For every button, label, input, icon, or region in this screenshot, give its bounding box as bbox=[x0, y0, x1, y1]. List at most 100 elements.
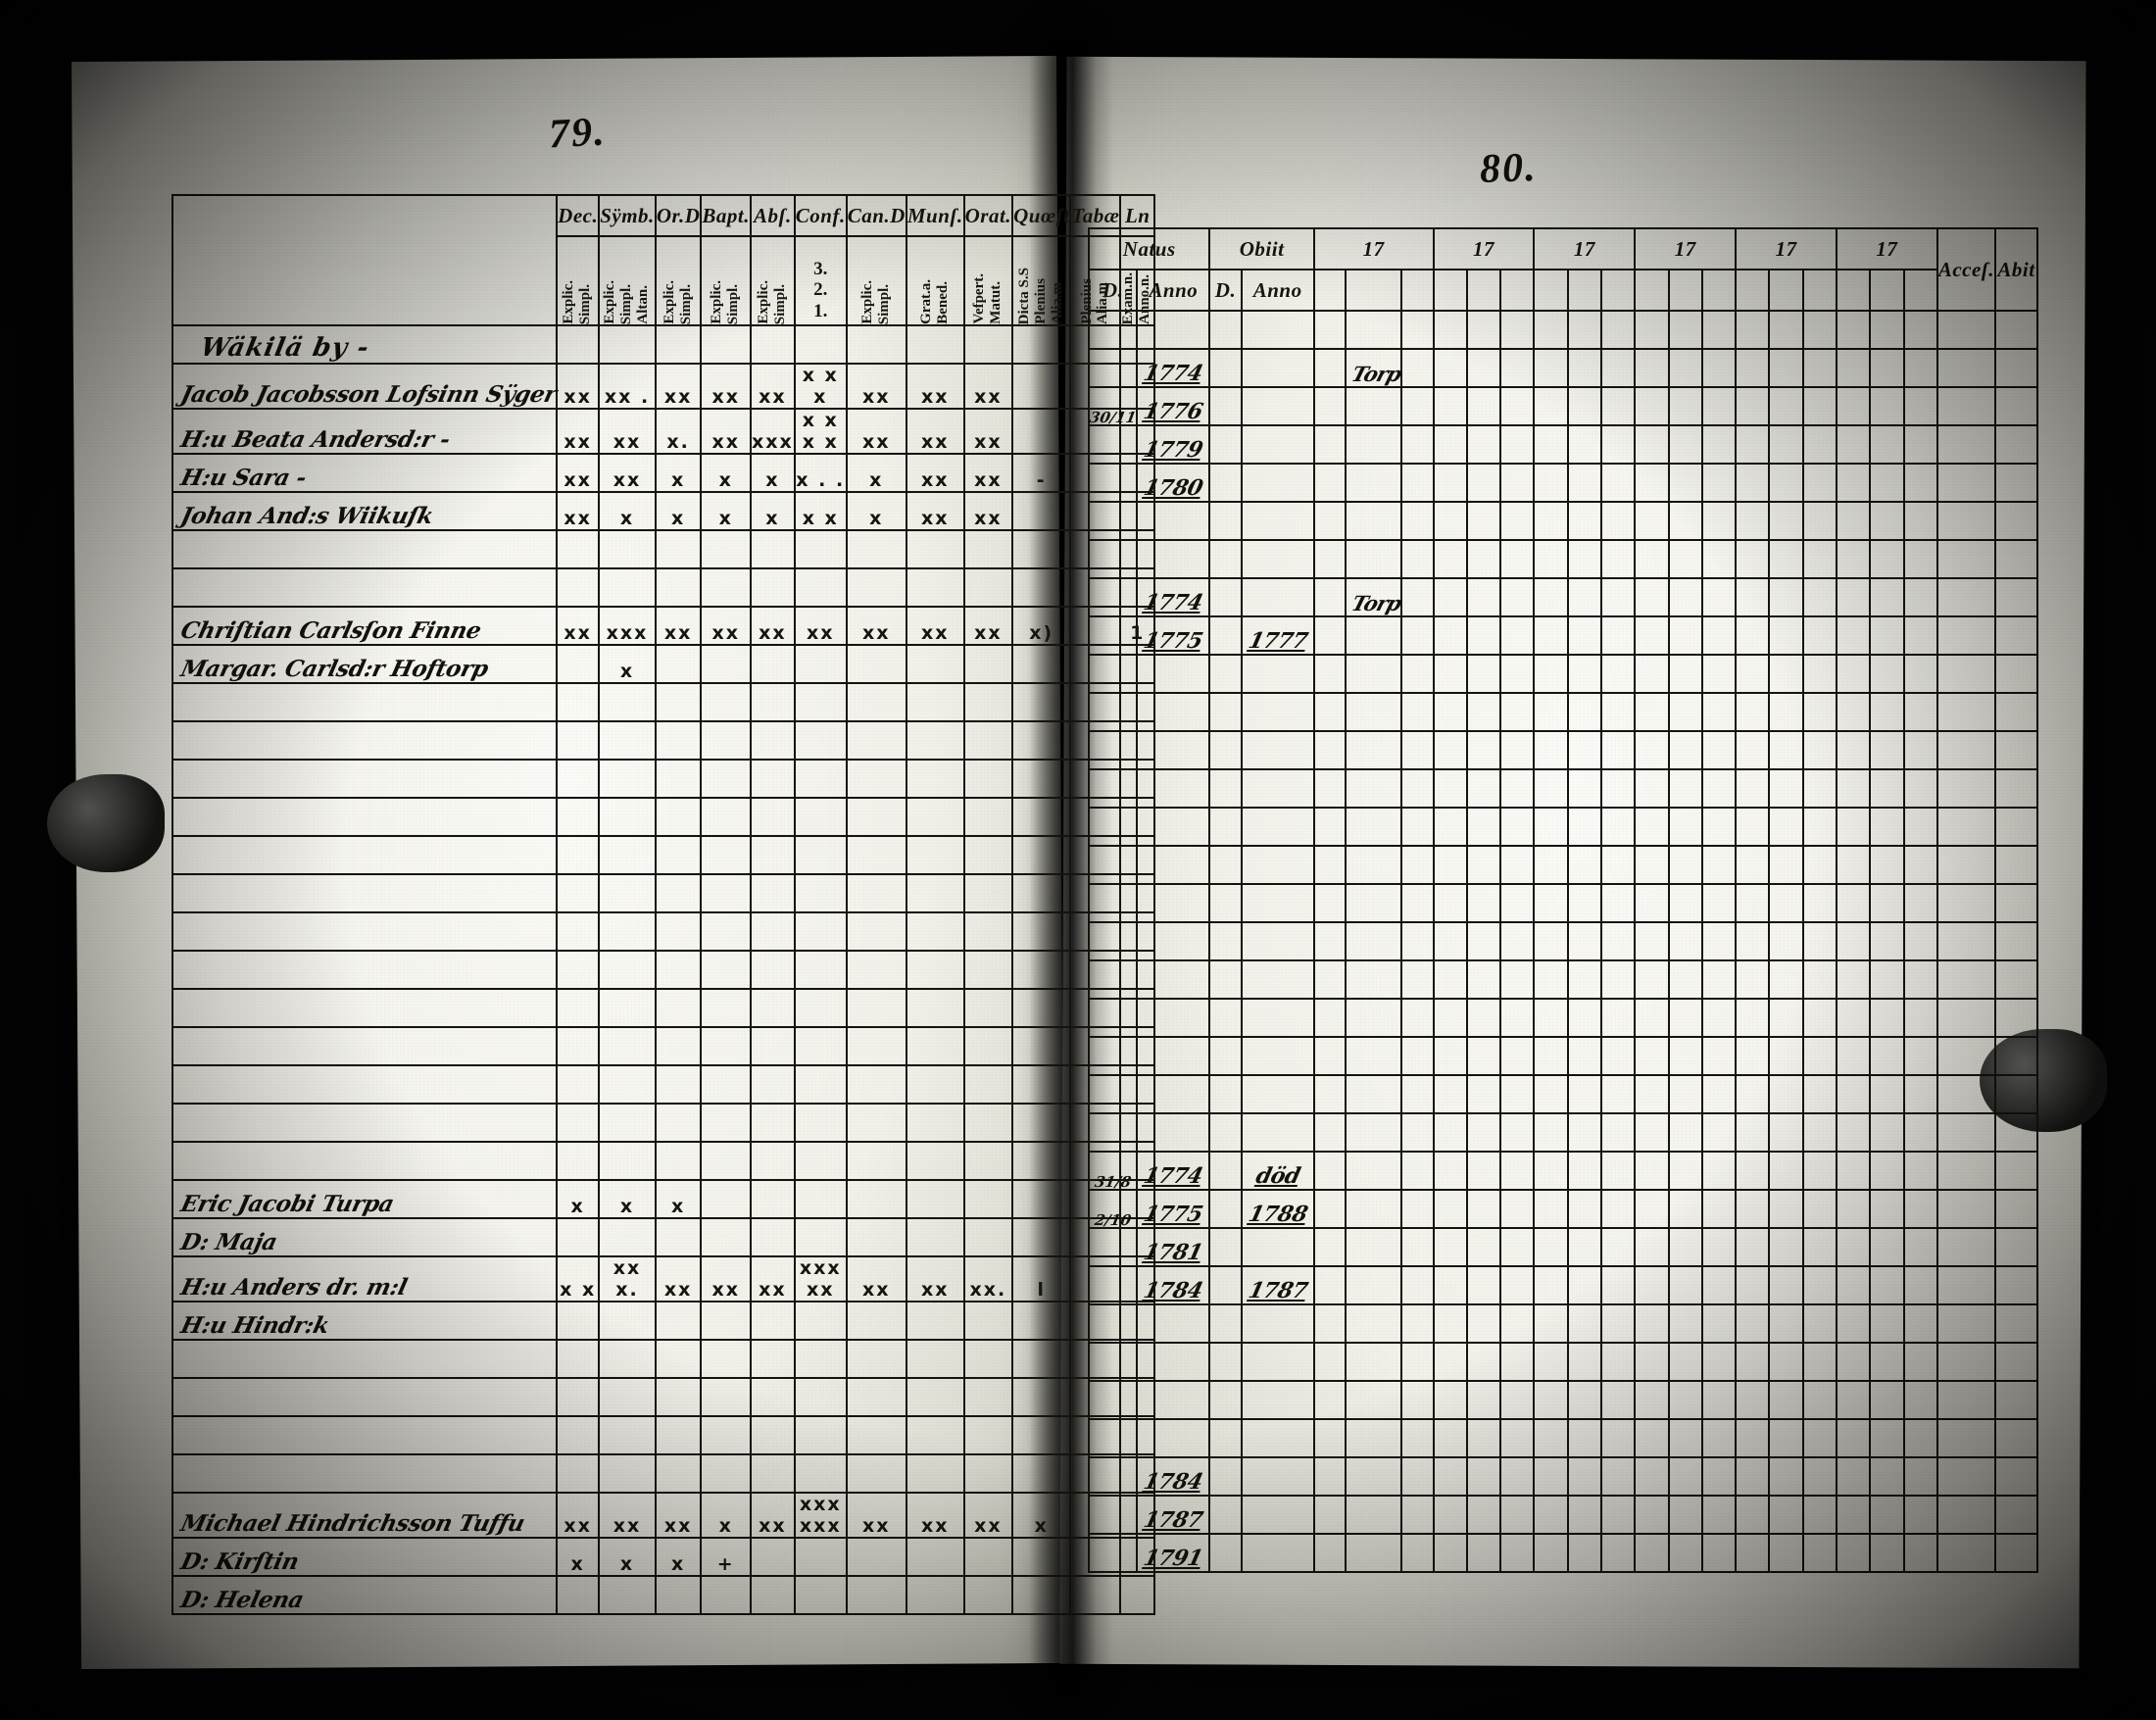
year-mark-cell[interactable] bbox=[1566, 1227, 1603, 1267]
attendance-mark-cell[interactable] bbox=[1011, 1415, 1072, 1455]
obiit-year-cell[interactable] bbox=[1240, 310, 1315, 350]
attendance-mark-cell[interactable]: xx bbox=[962, 1492, 1014, 1539]
attendance-mark-cell[interactable] bbox=[905, 644, 965, 684]
year-mark-cell[interactable] bbox=[1700, 921, 1738, 961]
natus-year-cell[interactable] bbox=[1136, 1418, 1211, 1458]
year-mark-cell[interactable] bbox=[1902, 1303, 1938, 1344]
year-mark-cell[interactable] bbox=[1700, 1380, 1738, 1420]
acces-cell[interactable] bbox=[1936, 959, 1997, 1000]
abit-cell[interactable] bbox=[1994, 1533, 2038, 1573]
year-mark-cell[interactable] bbox=[1835, 654, 1872, 694]
year-mark-cell[interactable] bbox=[1735, 310, 1771, 350]
year-mark-cell[interactable] bbox=[1499, 1227, 1536, 1267]
attendance-mark-cell[interactable] bbox=[793, 1179, 848, 1219]
table-row[interactable]: Eric Jacobi Turpa x x x bbox=[171, 1179, 1155, 1219]
year-mark-cell[interactable] bbox=[1499, 921, 1536, 961]
year-mark-cell[interactable] bbox=[1869, 1189, 1905, 1229]
year-mark-cell[interactable] bbox=[1465, 883, 1502, 923]
year-mark-cell[interactable] bbox=[1869, 310, 1905, 350]
natus-year-cell[interactable] bbox=[1136, 807, 1211, 847]
year-mark-cell[interactable] bbox=[1566, 1380, 1603, 1420]
year-mark-cell[interactable] bbox=[1667, 1456, 1703, 1497]
year-mark-cell[interactable] bbox=[1432, 1189, 1468, 1229]
natus-day-cell[interactable]: 30/11 bbox=[1087, 386, 1139, 426]
obiit-day-cell[interactable] bbox=[1208, 310, 1243, 350]
attendance-mark-cell[interactable]: xx bbox=[750, 606, 796, 646]
acces-cell[interactable] bbox=[1936, 424, 1997, 465]
attendance-mark-cell[interactable] bbox=[793, 1064, 848, 1105]
table-row[interactable] bbox=[1087, 1112, 2038, 1153]
year-mark-cell[interactable] bbox=[1600, 501, 1637, 541]
year-mark-cell[interactable] bbox=[1835, 768, 1872, 809]
year-mark-cell[interactable] bbox=[1869, 1151, 1905, 1191]
year-mark-cell[interactable] bbox=[1835, 1533, 1872, 1573]
year-mark-cell[interactable] bbox=[1768, 921, 1804, 961]
year-mark-cell[interactable] bbox=[1400, 1303, 1435, 1344]
year-mark-cell[interactable] bbox=[1465, 1227, 1502, 1267]
natus-day-cell[interactable] bbox=[1087, 883, 1139, 923]
year-mark-cell[interactable] bbox=[1465, 310, 1502, 350]
attendance-mark-cell[interactable] bbox=[654, 873, 703, 913]
attendance-mark-cell[interactable] bbox=[1011, 1339, 1072, 1379]
year-mark-cell[interactable] bbox=[1801, 348, 1838, 388]
attendance-mark-cell[interactable] bbox=[556, 1064, 601, 1105]
year-mark-cell[interactable] bbox=[1312, 1036, 1348, 1076]
attendance-mark-cell[interactable] bbox=[750, 1339, 796, 1379]
obiit-year-cell[interactable] bbox=[1240, 807, 1315, 847]
year-mark-cell[interactable] bbox=[1312, 768, 1348, 809]
year-mark-cell[interactable] bbox=[1801, 768, 1838, 809]
person-name-cell[interactable] bbox=[171, 567, 559, 608]
year-mark-cell[interactable] bbox=[1499, 998, 1536, 1038]
year-mark-cell[interactable] bbox=[1465, 1303, 1502, 1344]
attendance-mark-cell[interactable] bbox=[598, 1301, 657, 1341]
attendance-mark-cell[interactable] bbox=[556, 1575, 601, 1615]
abit-cell[interactable] bbox=[1994, 768, 2038, 809]
year-mark-cell[interactable] bbox=[1768, 424, 1804, 465]
year-mark-cell[interactable] bbox=[1533, 310, 1569, 350]
attendance-mark-cell[interactable]: xx bbox=[905, 363, 965, 410]
attendance-mark-cell[interactable] bbox=[598, 1339, 657, 1379]
table-row[interactable] bbox=[1087, 845, 2038, 885]
attendance-mark-cell[interactable]: xx bbox=[845, 606, 907, 646]
attendance-mark-cell[interactable]: xx. bbox=[962, 1255, 1014, 1302]
attendance-mark-cell[interactable] bbox=[905, 1537, 965, 1577]
year-mark-cell[interactable] bbox=[1566, 921, 1603, 961]
abit-cell[interactable] bbox=[1994, 1303, 2038, 1344]
year-mark-cell[interactable] bbox=[1499, 615, 1536, 656]
year-mark-cell[interactable] bbox=[1735, 807, 1771, 847]
year-mark-cell[interactable] bbox=[1902, 1456, 1938, 1497]
year-mark-cell[interactable] bbox=[1499, 845, 1536, 885]
year-mark-cell[interactable] bbox=[1768, 998, 1804, 1038]
obiit-day-cell[interactable] bbox=[1208, 1151, 1243, 1191]
attendance-mark-cell[interactable]: x bbox=[700, 1492, 753, 1539]
year-mark-cell[interactable] bbox=[1600, 424, 1637, 465]
person-name-cell[interactable] bbox=[171, 797, 559, 837]
table-row[interactable]: 1780 bbox=[1087, 463, 2038, 503]
year-mark-cell[interactable] bbox=[1835, 959, 1872, 1000]
acces-cell[interactable] bbox=[1936, 730, 1997, 770]
year-mark-cell[interactable] bbox=[1634, 1533, 1670, 1573]
year-mark-cell[interactable] bbox=[1835, 501, 1872, 541]
year-mark-cell[interactable] bbox=[1801, 1151, 1838, 1191]
attendance-mark-cell[interactable]: xxx xxx bbox=[793, 1492, 848, 1539]
attendance-mark-cell[interactable] bbox=[905, 1415, 965, 1455]
attendance-mark-cell[interactable] bbox=[750, 1179, 796, 1219]
attendance-mark-cell[interactable] bbox=[556, 988, 601, 1028]
year-mark-cell[interactable] bbox=[1735, 539, 1771, 579]
natus-year-cell[interactable] bbox=[1136, 1303, 1211, 1344]
obiit-day-cell[interactable] bbox=[1208, 1189, 1243, 1229]
year-mark-cell[interactable] bbox=[1902, 310, 1938, 350]
year-mark-cell[interactable] bbox=[1768, 577, 1804, 617]
attendance-mark-cell[interactable] bbox=[654, 950, 703, 990]
attendance-mark-cell[interactable] bbox=[750, 1453, 796, 1494]
attendance-mark-cell[interactable] bbox=[750, 529, 796, 569]
year-mark-cell[interactable] bbox=[1835, 1265, 1872, 1305]
year-mark-cell[interactable] bbox=[1600, 1112, 1637, 1153]
year-mark-cell[interactable] bbox=[1801, 1074, 1838, 1114]
attendance-mark-cell[interactable] bbox=[905, 911, 965, 952]
year-mark-cell[interactable] bbox=[1634, 463, 1670, 503]
attendance-mark-cell[interactable] bbox=[556, 835, 601, 875]
attendance-mark-cell[interactable] bbox=[750, 950, 796, 990]
year-mark-cell[interactable] bbox=[1634, 386, 1670, 426]
table-row[interactable]: H:u Anders dr. m:l x x xx x. xx xx xx xxx xx xx… bbox=[171, 1255, 1155, 1302]
